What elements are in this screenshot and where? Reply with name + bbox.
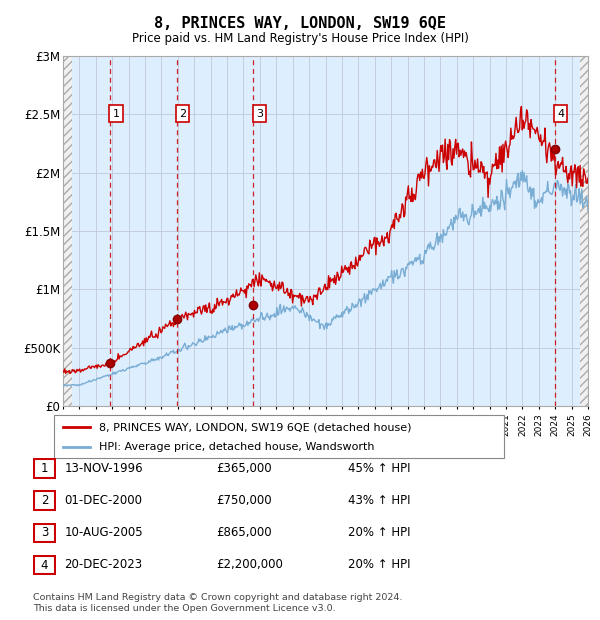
Text: 20% ↑ HPI: 20% ↑ HPI xyxy=(348,559,410,571)
Text: 1: 1 xyxy=(41,462,48,475)
Text: £2,200,000: £2,200,000 xyxy=(216,559,283,571)
Text: 4: 4 xyxy=(557,108,564,118)
Text: £750,000: £750,000 xyxy=(216,494,272,507)
Text: 1: 1 xyxy=(113,108,119,118)
Text: 20-DEC-2023: 20-DEC-2023 xyxy=(64,559,142,571)
Text: 2: 2 xyxy=(41,494,48,507)
Text: 3: 3 xyxy=(256,108,263,118)
Text: 20% ↑ HPI: 20% ↑ HPI xyxy=(348,526,410,539)
Text: 10-AUG-2005: 10-AUG-2005 xyxy=(64,526,143,539)
Text: 3: 3 xyxy=(41,526,48,539)
FancyBboxPatch shape xyxy=(34,459,55,477)
Text: £865,000: £865,000 xyxy=(216,526,272,539)
Text: 8, PRINCES WAY, LONDON, SW19 6QE (detached house): 8, PRINCES WAY, LONDON, SW19 6QE (detach… xyxy=(99,422,412,432)
Text: £365,000: £365,000 xyxy=(216,462,272,474)
Bar xyxy=(63,56,72,406)
Text: 8, PRINCES WAY, LONDON, SW19 6QE: 8, PRINCES WAY, LONDON, SW19 6QE xyxy=(154,16,446,30)
FancyBboxPatch shape xyxy=(54,415,504,458)
FancyBboxPatch shape xyxy=(34,524,55,542)
Text: 45% ↑ HPI: 45% ↑ HPI xyxy=(348,462,410,474)
Text: 01-DEC-2000: 01-DEC-2000 xyxy=(64,494,142,507)
Text: 13-NOV-1996: 13-NOV-1996 xyxy=(64,462,143,474)
Bar xyxy=(580,56,588,406)
Text: 4: 4 xyxy=(41,559,48,572)
Text: 2: 2 xyxy=(179,108,186,118)
Text: Contains HM Land Registry data © Crown copyright and database right 2024.
This d: Contains HM Land Registry data © Crown c… xyxy=(33,593,403,613)
FancyBboxPatch shape xyxy=(34,492,55,510)
Text: 43% ↑ HPI: 43% ↑ HPI xyxy=(348,494,410,507)
Text: HPI: Average price, detached house, Wandsworth: HPI: Average price, detached house, Wand… xyxy=(99,442,374,452)
Text: Price paid vs. HM Land Registry's House Price Index (HPI): Price paid vs. HM Land Registry's House … xyxy=(131,32,469,45)
FancyBboxPatch shape xyxy=(34,556,55,574)
